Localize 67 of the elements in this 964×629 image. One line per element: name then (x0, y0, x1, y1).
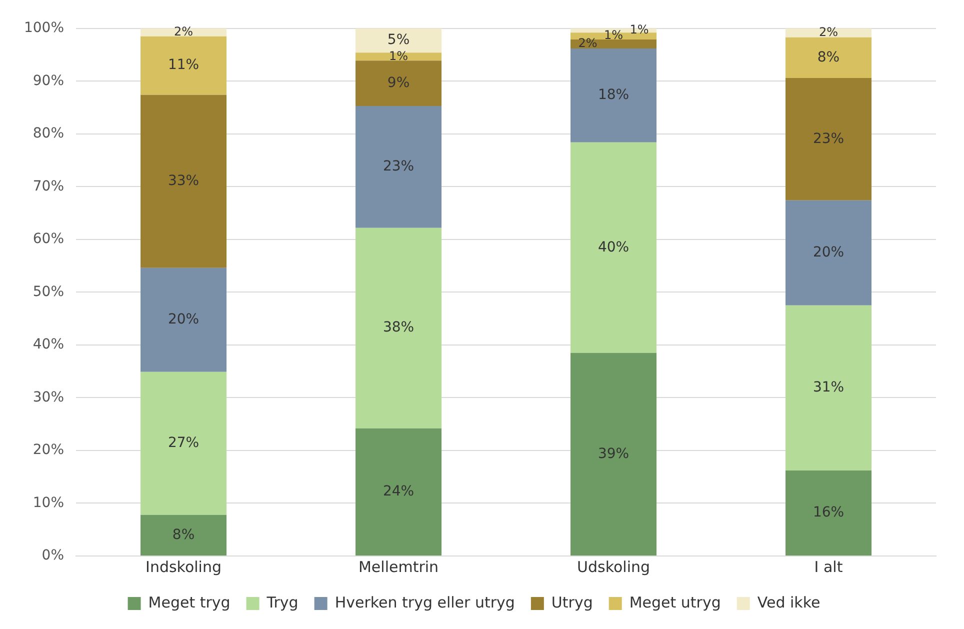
y-tick-label: 40% (32, 336, 64, 353)
data-label: 16% (812, 504, 844, 521)
data-label: 23% (812, 130, 844, 147)
bar (570, 352, 657, 556)
bar (786, 305, 872, 471)
data-label: 1% (630, 22, 649, 37)
bar (140, 268, 227, 372)
bar (786, 28, 872, 38)
y-tick-label: 90% (32, 72, 64, 89)
legend-label: Hverken tryg eller utryg (334, 593, 515, 612)
x-tick-label: Indskoling (146, 558, 222, 576)
x-tick-label: I alt (814, 558, 843, 576)
bar (356, 52, 442, 61)
data-label: 9% (387, 74, 410, 91)
data-label: 33% (168, 173, 200, 190)
data-label: 18% (598, 87, 630, 104)
legend-label: Meget utryg (629, 593, 721, 612)
data-label: 27% (168, 435, 200, 451)
bar (140, 28, 227, 36)
y-tick-label: 10% (32, 494, 64, 511)
bar (570, 48, 657, 142)
x-tick-label: Mellemtrin (358, 558, 439, 576)
bar (356, 60, 442, 106)
y-tick-label: 50% (32, 284, 64, 300)
data-label: 2% (174, 24, 194, 38)
data-label: 31% (812, 380, 844, 396)
data-label: 1% (604, 28, 624, 42)
legend-label: Tryg (266, 593, 298, 612)
bar (786, 78, 872, 200)
bar (140, 372, 227, 515)
bar (140, 514, 227, 556)
bar (356, 106, 442, 228)
bar (786, 470, 872, 556)
bar (786, 200, 872, 306)
y-tick-label: 80% (32, 126, 64, 142)
data-label: 5% (387, 32, 410, 48)
y-tick-label: 100% (24, 20, 64, 36)
data-label: 11% (168, 57, 200, 74)
data-label: 2% (818, 25, 838, 40)
y-tick-label: 20% (32, 442, 64, 458)
y-tick-label: 60% (32, 231, 64, 248)
data-label: 24% (382, 484, 414, 500)
data-label: 23% (382, 158, 414, 175)
bar (356, 428, 442, 556)
bar (356, 228, 442, 428)
data-label: 8% (172, 526, 195, 543)
x-tick-label: Udskoling (577, 558, 650, 576)
bar (356, 28, 442, 53)
y-tick-label: 0% (42, 548, 64, 564)
bar (140, 94, 227, 268)
bar (786, 37, 872, 78)
bar (140, 36, 227, 95)
legend-label: Utryg (551, 593, 593, 612)
bar (570, 39, 657, 48)
bar (570, 142, 657, 353)
data-label: 39% (598, 446, 630, 462)
y-tick-label: 30% (32, 389, 64, 406)
data-label: 38% (382, 320, 414, 336)
data-label: 8% (817, 49, 840, 66)
data-label: 20% (812, 244, 844, 261)
data-label: 40% (598, 239, 630, 256)
legend-label: Meget tryg (148, 593, 230, 612)
legend-label: Ved ikke (757, 593, 820, 612)
data-label: 2% (578, 36, 598, 50)
y-tick-label: 70% (32, 178, 64, 194)
data-label: 1% (388, 48, 408, 63)
data-label: 20% (168, 312, 200, 328)
